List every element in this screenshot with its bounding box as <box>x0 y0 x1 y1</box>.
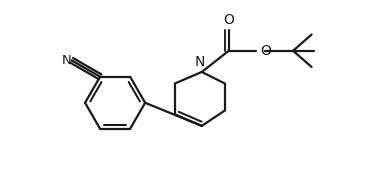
Text: O: O <box>223 12 234 27</box>
Text: N: N <box>195 55 205 69</box>
Text: N: N <box>62 54 72 67</box>
Text: O: O <box>260 44 271 58</box>
